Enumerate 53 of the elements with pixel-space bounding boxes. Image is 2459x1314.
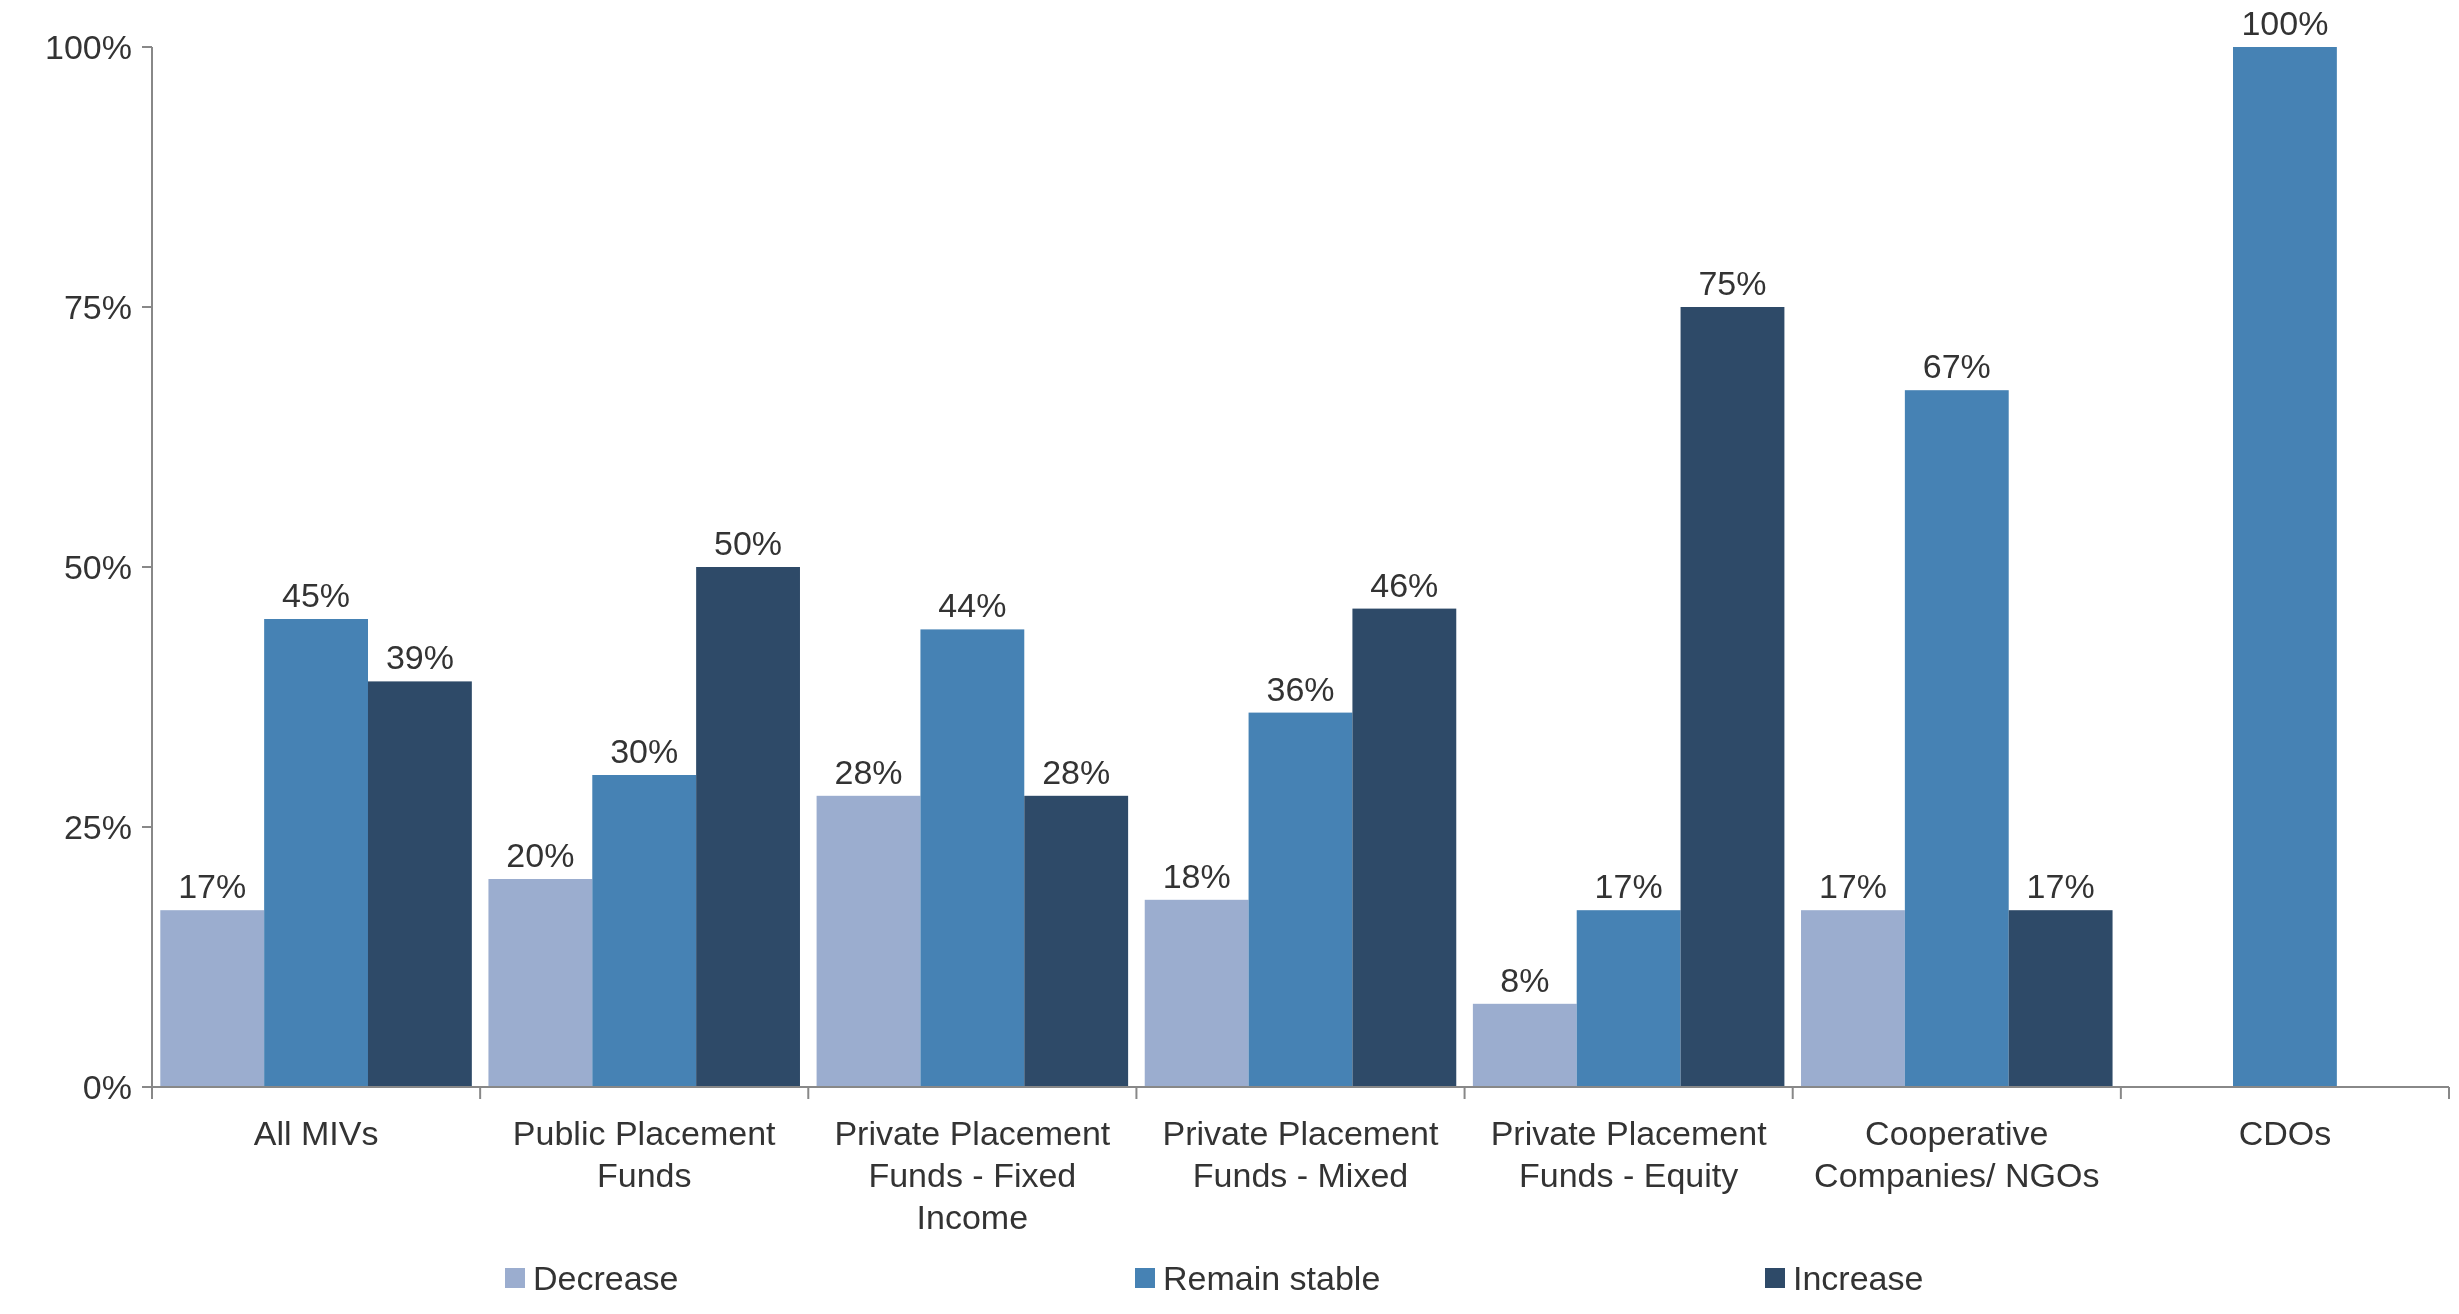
- data-label: 20%: [506, 836, 575, 874]
- x-tick-label: Public Placement Funds: [512, 1114, 777, 1194]
- bar: [1024, 795, 1129, 1087]
- bar: [1248, 712, 1353, 1087]
- bar: [264, 619, 368, 1087]
- bar: [160, 910, 265, 1087]
- data-label: 36%: [1266, 669, 1335, 708]
- bar: [2233, 47, 2337, 1087]
- data-label: 17%: [1594, 867, 1663, 906]
- bar: [1801, 910, 1905, 1087]
- y-tick-label: 25%: [63, 807, 132, 846]
- data-label: 28%: [1042, 752, 1111, 791]
- x-tick-label: Cooperative Companies/ NGOs: [1814, 1114, 2100, 1194]
- legend-label: Decrease: [533, 1259, 679, 1297]
- data-label: 100%: [2241, 4, 2329, 42]
- x-tick-label: CDOs: [2238, 1114, 2332, 1152]
- legend-label: Remain stable: [1163, 1259, 1381, 1297]
- bar: [816, 795, 921, 1087]
- data-label: 17%: [2026, 867, 2095, 906]
- y-tick-label: 0%: [82, 1067, 132, 1106]
- data-label: 44%: [938, 586, 1007, 625]
- bar: [1144, 899, 1249, 1087]
- bar: [2008, 910, 2113, 1087]
- data-label: 75%: [1698, 264, 1767, 302]
- data-label: 45%: [282, 576, 351, 614]
- data-label: 18%: [1162, 856, 1231, 895]
- data-label: 8%: [1500, 960, 1550, 999]
- bar: [1352, 608, 1457, 1087]
- x-tick-label: Private Placement Funds - Fixed Income: [834, 1114, 1111, 1236]
- legend-label: Increase: [1793, 1259, 1924, 1297]
- data-label: 17%: [1818, 867, 1887, 906]
- y-tick-label: 100%: [45, 27, 132, 66]
- y-tick-label: 75%: [63, 287, 132, 326]
- bar: [1472, 1003, 1577, 1087]
- bar: [488, 879, 593, 1087]
- data-label: 28%: [834, 752, 903, 791]
- x-tick-label: All MIVs: [253, 1114, 379, 1152]
- bar: [1680, 307, 1785, 1087]
- data-label: 30%: [610, 732, 679, 770]
- y-tick-label: 50%: [63, 547, 132, 586]
- bar: [592, 775, 697, 1087]
- x-tick-label: Private Placement Funds - Mixed: [1162, 1114, 1439, 1194]
- data-label: 46%: [1370, 565, 1439, 604]
- data-label: 39%: [385, 638, 454, 677]
- data-label: 50%: [714, 524, 783, 562]
- bar: [696, 567, 800, 1087]
- data-label: 67%: [1922, 347, 1991, 386]
- bar: [1904, 390, 2009, 1087]
- bar: [367, 681, 472, 1087]
- bar: [920, 629, 1025, 1087]
- data-label: 17%: [178, 867, 247, 906]
- x-tick-label: Private Placement Funds - Equity: [1490, 1114, 1768, 1194]
- bar: [1576, 910, 1681, 1087]
